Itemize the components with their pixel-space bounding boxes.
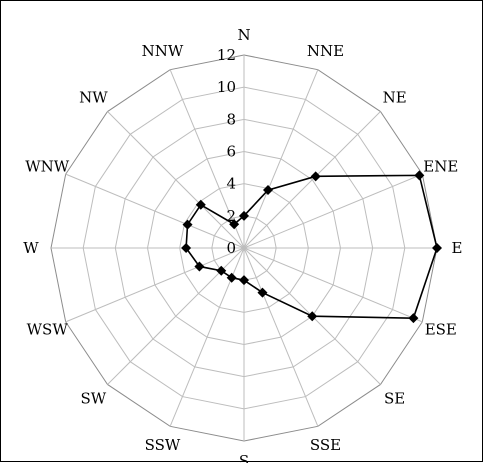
grid-spoke <box>107 111 245 249</box>
data-point-ese <box>408 313 419 324</box>
radial-tick-label: 10 <box>217 78 236 96</box>
direction-label-w: W <box>23 239 39 257</box>
data-point-wsw <box>194 261 205 272</box>
direction-labels: N NNE NE ENE E ESE SE SSE S SSW SW WSW W WNW NW NNW <box>23 26 462 463</box>
data-point-ne <box>310 171 321 182</box>
direction-label-se: SE <box>384 390 405 408</box>
data-point-nnw <box>229 219 240 230</box>
radial-tick-label: 4 <box>226 175 236 193</box>
data-point-nw <box>195 199 206 210</box>
direction-label-ssw: SSW <box>145 436 181 454</box>
direction-label-nne: NNE <box>307 42 344 60</box>
direction-label-e: E <box>452 239 463 257</box>
grid-spoke <box>65 247 245 323</box>
direction-label-ese: ESE <box>425 321 457 339</box>
direction-label-wnw: WNW <box>25 157 70 175</box>
series-layer <box>181 170 442 324</box>
grid-spoke <box>243 173 423 249</box>
data-point-wnw <box>182 219 193 230</box>
direction-label-nw: NW <box>79 88 108 106</box>
grid-spoke <box>243 69 319 249</box>
data-point-n <box>239 210 249 221</box>
direction-label-s: S <box>239 452 249 463</box>
radial-tick-label: 12 <box>217 46 236 64</box>
radial-tick-label: 8 <box>226 110 236 128</box>
data-point-nne <box>263 185 274 196</box>
radial-tick-label: 2 <box>226 207 236 225</box>
data-point-e <box>432 243 442 253</box>
direction-label-wsw: WSW <box>27 321 69 339</box>
radial-tick-labels: 0 2 4 6 8 10 12 <box>217 46 236 257</box>
grid-spoke <box>169 69 245 249</box>
data-point-ssw <box>226 272 237 283</box>
data-point-w <box>181 243 192 253</box>
grid-spoke <box>243 247 423 323</box>
direction-label-sw: SW <box>81 390 107 408</box>
direction-label-n: N <box>237 26 250 44</box>
grid-layer <box>50 54 438 442</box>
grid-spoke <box>243 111 381 249</box>
radial-tick-label: 0 <box>226 239 236 257</box>
data-point-ene <box>414 170 425 181</box>
grid-spoke <box>243 247 319 427</box>
direction-label-sse: SSE <box>310 436 341 454</box>
direction-label-nnw: NNW <box>142 42 184 60</box>
direction-label-ne: NE <box>383 88 407 106</box>
data-point-sw <box>216 265 227 276</box>
data-point-se <box>307 311 318 322</box>
grid-spoke <box>65 173 245 249</box>
data-point-s <box>239 275 249 286</box>
direction-label-ene: ENE <box>423 157 458 175</box>
radial-tick-label: 6 <box>226 143 236 161</box>
data-point-sse <box>257 287 268 298</box>
